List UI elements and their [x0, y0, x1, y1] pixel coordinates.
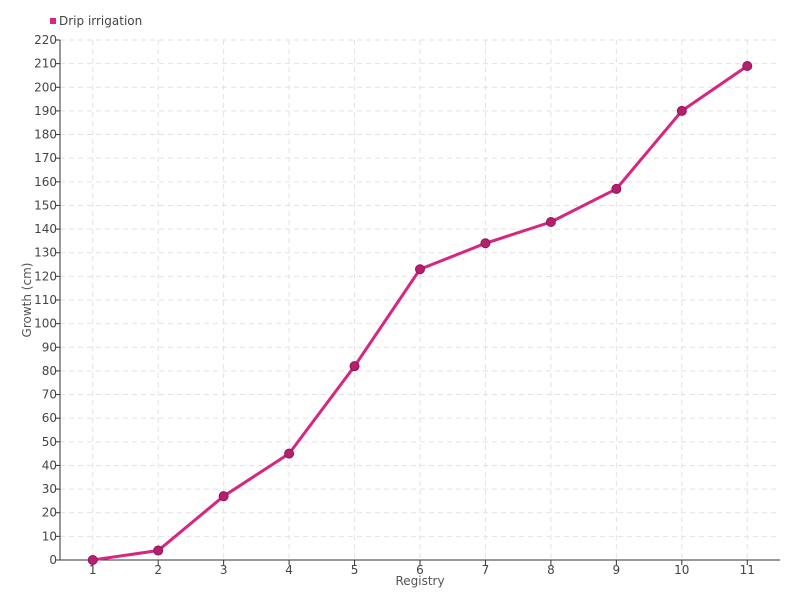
grid-lines — [60, 39, 780, 560]
x-tick-label: 11 — [740, 563, 755, 577]
data-point — [218, 491, 229, 502]
y-tick-label: 210 — [34, 57, 57, 71]
y-tick-label: 150 — [34, 198, 57, 212]
y-axis-title: Growth (cm) — [20, 263, 34, 338]
x-tick-label: 2 — [154, 563, 162, 577]
y-tick-label: 60 — [42, 411, 57, 425]
data-point — [742, 61, 753, 71]
y-tick-label: 100 — [34, 317, 57, 331]
data-point — [676, 105, 687, 116]
y-tick-label: 180 — [34, 128, 57, 142]
x-tick-label: 9 — [613, 563, 621, 577]
x-tick-label: 4 — [285, 563, 293, 577]
data-point — [87, 555, 98, 565]
y-tick-label: 10 — [42, 529, 57, 543]
x-tick-label: 6 — [416, 563, 424, 577]
data-point — [611, 183, 622, 194]
y-tick-label: 140 — [34, 222, 57, 236]
y-tick-label: 50 — [42, 435, 57, 449]
x-tick-label: 10 — [674, 563, 689, 577]
y-tick-label: 220 — [34, 33, 57, 47]
y-tick-label: 80 — [42, 364, 57, 378]
y-tick-label: 70 — [42, 388, 57, 402]
x-axis-ticks: 1 2 3 4 5 6 7 8 9 10 11 — [89, 560, 755, 577]
legend-label: Drip irrigation — [59, 14, 142, 28]
data-point — [284, 448, 295, 459]
y-tick-label: 0 — [49, 553, 57, 567]
y-tick-label: 130 — [34, 246, 57, 260]
y-tick-label: 190 — [34, 104, 57, 118]
y-tick-label: 90 — [42, 340, 57, 354]
data-point — [415, 264, 425, 275]
y-tick-label: 20 — [42, 506, 57, 520]
data-point — [153, 545, 164, 556]
x-tick-label: 1 — [89, 563, 97, 577]
data-point — [349, 361, 360, 372]
x-axis-title: Registry — [395, 574, 444, 588]
x-tick-label: 3 — [220, 563, 228, 577]
x-tick-label: 5 — [351, 563, 359, 577]
y-tick-label: 170 — [34, 151, 57, 165]
data-point — [545, 217, 556, 227]
x-tick-label: 8 — [547, 563, 555, 577]
legend-swatch — [50, 18, 56, 24]
y-tick-label: 30 — [42, 482, 57, 496]
data-point — [480, 238, 491, 249]
y-tick-label: 120 — [34, 269, 57, 283]
legend: Drip irrigation — [50, 14, 142, 28]
y-tick-label: 200 — [34, 80, 57, 94]
data-points — [87, 61, 753, 565]
y-axis-ticks: 0 10 20 30 40 50 60 70 80 90 100 110 120 130 140 150 160… — [34, 33, 60, 567]
y-tick-label: 40 — [42, 458, 57, 472]
y-tick-label: 160 — [34, 175, 57, 189]
x-tick-label: 7 — [482, 563, 490, 577]
y-tick-label: 110 — [34, 293, 57, 307]
